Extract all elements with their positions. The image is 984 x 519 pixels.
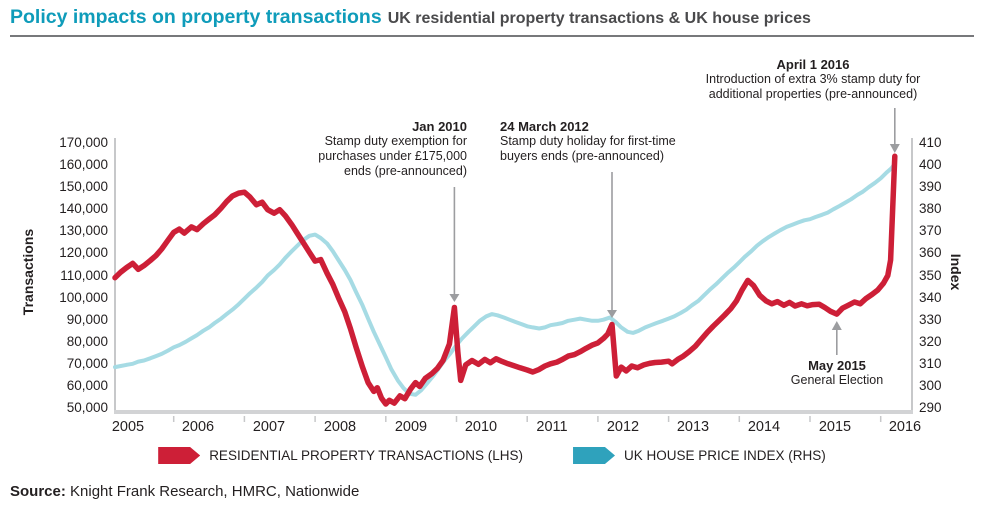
annotation-line: ends (pre-announced): [344, 164, 467, 178]
annotation-line: purchases under £175,000: [318, 149, 467, 163]
x-axis-label: 2015: [818, 419, 852, 435]
y-right-tick-label: 370: [919, 223, 942, 238]
header-divider: [10, 35, 974, 37]
y-right-tick-label: 340: [919, 290, 942, 305]
y-left-tick-label: 140,000: [59, 201, 108, 216]
annotation-title: May 2015: [808, 358, 866, 373]
annotation-april-2016: April 1 2016 Introduction of extra 3% st…: [657, 57, 969, 102]
annotation-line: additional properties (pre-announced): [708, 87, 918, 101]
chart-legend: RESIDENTIAL PROPERTY TRANSACTIONS (LHS) …: [0, 447, 984, 464]
x-axis-label: 2006: [181, 419, 215, 435]
y-left-tick-label: 110,000: [60, 268, 108, 283]
page-subtitle: UK residential property transactions & U…: [387, 10, 811, 27]
y-right-tick-label: 400: [919, 157, 942, 172]
y-left-tick-label: 90,000: [66, 312, 108, 327]
y-left-tick-label: 50,000: [66, 400, 108, 415]
annotation-line: General Election: [790, 373, 884, 387]
annotation-line: Introduction of extra 3% stamp duty for: [705, 72, 921, 86]
y-left-tick-label: 170,000: [59, 135, 108, 150]
x-axis-label: 2012: [606, 419, 640, 435]
annotation-march-2012: 24 March 2012 Stamp duty holiday for fir…: [500, 119, 735, 164]
annotation-jan-2010: Jan 2010 Stamp duty exemption for purcha…: [277, 119, 467, 179]
y-left-tick-label: 60,000: [66, 378, 108, 393]
y-right-tick-label: 390: [919, 179, 942, 194]
transactions-legend-marker-icon: [158, 447, 201, 464]
y-left-tick-label: 70,000: [66, 356, 108, 371]
y-right-tick-label: 330: [919, 312, 942, 327]
y-right-tick-label: 380: [919, 201, 942, 216]
y-right-tick-label: 310: [919, 356, 942, 371]
y-left-tick-label: 160,000: [59, 157, 108, 172]
annotation-title: 24 March 2012: [500, 119, 589, 134]
y-left-tick-label: 130,000: [59, 223, 108, 238]
y-right-tick-label: 320: [919, 334, 942, 349]
y-right-tick-label: 350: [919, 268, 942, 283]
annotation-line: Stamp duty exemption for: [324, 134, 467, 148]
page-title: Policy impacts on property transactions: [10, 6, 382, 28]
x-axis-label: 2007: [252, 419, 286, 435]
y-left-tick-label: 100,000: [59, 290, 108, 305]
legend-label: UK HOUSE PRICE INDEX (RHS): [624, 448, 826, 463]
annotation-may-2015: May 2015 General Election: [757, 358, 917, 388]
y-left-tick-label: 120,000: [59, 245, 108, 260]
y-left-tick-label: 80,000: [66, 334, 108, 349]
y-right-tick-label: 300: [919, 378, 942, 393]
x-axis-label: 2016: [888, 419, 922, 435]
x-axis-label: 2014: [747, 419, 781, 435]
annotation-title: April 1 2016: [776, 57, 850, 72]
y-right-tick-label: 290: [919, 400, 942, 415]
annotation-title: Jan 2010: [412, 119, 467, 134]
y-left-tick-label: 150,000: [59, 179, 108, 194]
legend-label: RESIDENTIAL PROPERTY TRANSACTIONS (LHS): [209, 448, 524, 463]
annotation-line: Stamp duty holiday for first-time: [500, 134, 676, 148]
source-line: Source: Knight Frank Research, HMRC, Nat…: [10, 483, 359, 500]
x-axis-label: 2009: [394, 419, 428, 435]
x-axis-label: 2010: [464, 419, 498, 435]
legend-item-transactions: RESIDENTIAL PROPERTY TRANSACTIONS (LHS): [158, 447, 523, 464]
x-axis-label: 2005: [111, 419, 145, 435]
y-right-tick-label: 360: [919, 245, 942, 260]
y-right-tick-label: 410: [919, 135, 942, 150]
legend-item-house-price-index: UK HOUSE PRICE INDEX (RHS): [573, 447, 826, 464]
source-label: Source:: [10, 483, 66, 500]
x-axis-label: 2008: [323, 419, 357, 435]
source-text: Knight Frank Research, HMRC, Nationwide: [70, 483, 360, 500]
house-price-legend-marker-icon: [573, 447, 616, 464]
x-axis-label: 2011: [536, 419, 568, 435]
annotation-line: buyers ends (pre-announced): [500, 149, 664, 163]
x-axis-label: 2013: [676, 419, 710, 435]
chart-header: Policy impacts on property transactions U…: [10, 6, 974, 29]
